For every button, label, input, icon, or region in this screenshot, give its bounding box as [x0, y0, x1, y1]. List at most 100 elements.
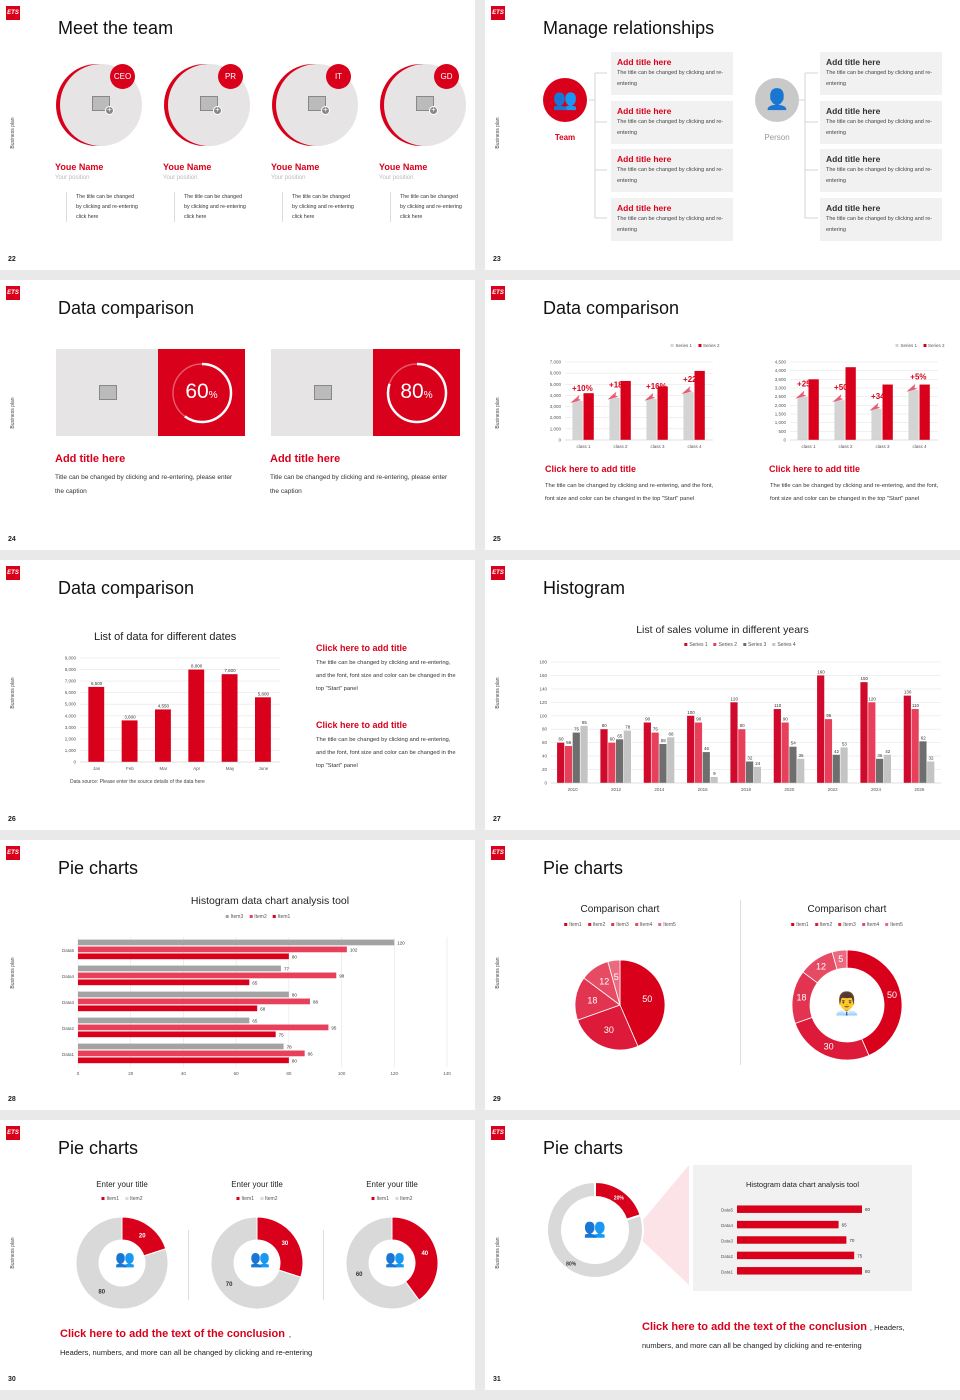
bar	[808, 379, 819, 440]
data-label: 58	[661, 738, 667, 743]
legend-swatch	[698, 344, 701, 348]
slide-title: Data comparison	[543, 298, 680, 318]
slide-23[interactable]: ETS Business plan 23 Manage relationships 👥 T…	[485, 0, 960, 270]
member-description: The title can be changed by clicking and…	[282, 192, 356, 222]
y-tick-label: Data5	[62, 948, 75, 953]
caption-title[interactable]: Click here to add title	[545, 464, 637, 474]
legend-swatch	[658, 923, 662, 927]
member-description: The title can be changed by clicking and…	[174, 192, 248, 222]
team-member-card[interactable]: + IT Youe Name Your position The title can b…	[271, 60, 362, 230]
info-block[interactable]: Add title here The title can be changed b…	[820, 52, 942, 95]
y-tick-label: 7,000	[65, 679, 77, 684]
data-label: 90	[696, 717, 702, 722]
legend-item: Series 2	[698, 343, 720, 348]
team-member-card[interactable]: + GD Youe Name Your position The title can b…	[379, 60, 470, 230]
info-block[interactable]: Add title here The title can be changed b…	[820, 197, 942, 241]
caption-text: The title can be changed by clicking and…	[316, 660, 456, 692]
legend-swatch	[564, 923, 568, 927]
info-block[interactable]: Add title here The title can be changed b…	[611, 149, 733, 192]
y-tick-label: 0	[73, 760, 76, 765]
legend-label: Item4	[639, 922, 653, 928]
legend-swatch	[895, 344, 899, 348]
logo: ETS	[6, 566, 20, 580]
page-number: 22	[8, 256, 16, 263]
y-tick-label: 60	[542, 740, 548, 745]
callout-funnel	[633, 1165, 689, 1285]
conclusion-link[interactable]: Click here to add the text of the conclu…	[60, 1328, 285, 1340]
legend-swatch	[838, 923, 842, 927]
side-label: Business plan	[10, 117, 16, 149]
slice-label: 50	[642, 994, 652, 1004]
x-tick-label: class 3	[875, 444, 890, 449]
legend-item: Series 2	[713, 642, 737, 648]
data-label: 80	[865, 1207, 871, 1212]
legend-item: Item3	[225, 914, 243, 920]
conclusion-link[interactable]: Click here to add the text of the conclu…	[642, 1321, 867, 1333]
data-label: 77	[284, 967, 290, 972]
slice-label: 12	[816, 962, 826, 972]
legend-item: Item3	[611, 922, 629, 928]
bar	[88, 686, 105, 762]
logo: ETS	[491, 566, 505, 580]
slide-25[interactable]: ETS Business plan 25 Data comparison Series …	[485, 280, 960, 550]
legend-label: Series 2	[928, 343, 945, 348]
side-label: Business plan	[495, 397, 501, 429]
slide-26[interactable]: ETS Business plan 26 Data comparison List of…	[0, 560, 475, 830]
image-placeholder[interactable]	[56, 349, 158, 436]
slide-31[interactable]: ETS Business plan 31 Pie charts 20% 80% 👥 Histo…	[485, 1120, 960, 1390]
data-label: 75	[857, 1253, 863, 1258]
bar-chart-s26: 0 1,000 2,000 3,000 4,000 5,000 6,000 7,000 8,00…	[65, 656, 280, 771]
legend-item: Series 3	[743, 642, 766, 648]
bar	[583, 393, 594, 440]
chart-legend: Item1 Item2 Item3 Item4 Item5	[561, 922, 679, 928]
slice-label: 12	[599, 976, 609, 986]
x-tick-label: 2022	[828, 787, 839, 792]
bar	[871, 408, 882, 440]
team-icon[interactable]: 👥	[543, 78, 587, 122]
slide-30[interactable]: ETS Business plan 30 Pie charts Enter your t…	[0, 1120, 475, 1390]
legend-item: Item1	[564, 922, 582, 928]
card-description: Title can be changed by clicking and re-…	[270, 474, 448, 495]
y-tick-label: 2,500	[775, 394, 787, 399]
chart-legend: Series 1 Series 2	[667, 343, 722, 348]
bar-chart-s25a: 0 1,000 2,000 3,000 4,000 5,000 6,000 7,000 clas…	[550, 360, 713, 449]
slide-27[interactable]: ETS Business plan 27 Histogram List of sales…	[485, 560, 960, 830]
legend-label: Item5	[663, 922, 676, 928]
page-number: 24	[8, 536, 16, 543]
pie-slice	[831, 949, 848, 970]
info-block[interactable]: Add title here The title can be changed b…	[611, 100, 733, 144]
pie-slice	[619, 959, 666, 1047]
block-title: Add title here	[826, 154, 881, 164]
team-member-card[interactable]: + PR Youe Name Your position The title can b…	[163, 60, 254, 230]
data-label: 78	[625, 725, 631, 730]
x-tick-label: 2024	[871, 787, 882, 792]
team-member-card[interactable]: + CEO Youe Name Your position The title can …	[55, 60, 146, 230]
caption-title[interactable]: Click here to add title	[316, 643, 408, 653]
bar	[121, 720, 138, 762]
bar	[710, 776, 718, 783]
conclusion-body: Headers, numbers, and more can all be ch…	[60, 1348, 313, 1357]
percent-number: 80	[400, 380, 424, 403]
slide-29[interactable]: ETS Business plan 29 Pie charts Comparison c…	[485, 840, 960, 1110]
caption-title[interactable]: Click here to add title	[769, 464, 861, 474]
info-block[interactable]: Add title here The title can be changed b…	[820, 100, 942, 144]
image-placeholder[interactable]	[271, 349, 373, 436]
slide-24[interactable]: ETS Business plan 24 Data comparison 60% Add …	[0, 280, 475, 550]
info-block[interactable]: Add title here The title can be changed b…	[820, 149, 942, 192]
block-title: Add title here	[826, 202, 881, 213]
slide-22[interactable]: ETS Business plan 22 Meet the team + CEO Youe …	[0, 0, 475, 270]
member-position: Your position	[163, 175, 198, 181]
data-label: 160	[817, 669, 825, 674]
caption-text: The title can be changed by clicking and…	[316, 737, 456, 769]
slide-28[interactable]: ETS Business plan 28 Pie charts Histogram da…	[0, 840, 475, 1110]
logo: ETS	[6, 1126, 20, 1140]
caption-title[interactable]: Click here to add title	[316, 720, 408, 730]
info-block[interactable]: Add title here The title can be changed b…	[611, 197, 733, 241]
info-block[interactable]: Add title here The title can be changed b…	[611, 52, 733, 95]
side-label: Business plan	[10, 1237, 16, 1269]
x-tick-label: 0	[77, 1071, 80, 1076]
person-icon[interactable]: 👤	[755, 78, 799, 122]
conclusion-body: numbers, and more can all be changed by …	[642, 1341, 862, 1350]
annotation: +16%	[646, 382, 667, 391]
data-source-note: Data source: Please enter the source det…	[70, 779, 205, 785]
